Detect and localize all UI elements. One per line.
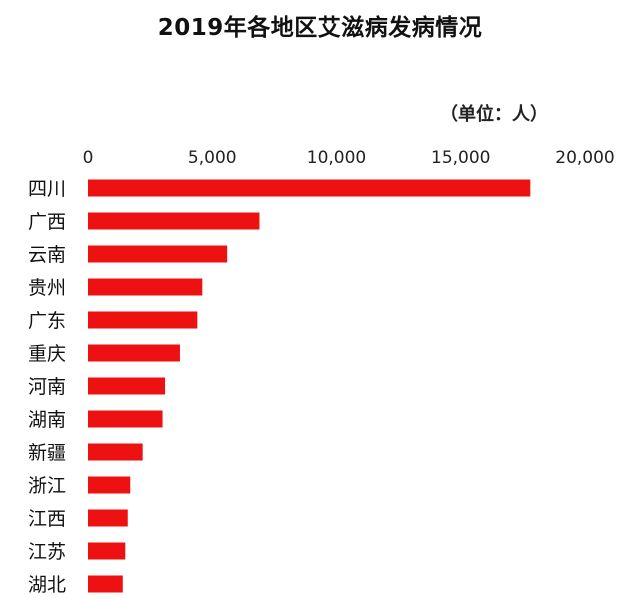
- bar-9: [88, 476, 131, 494]
- bar-7: [88, 410, 163, 428]
- category-label: 广西: [28, 211, 66, 233]
- category-label: 浙江: [28, 475, 66, 497]
- bar-6: [88, 377, 166, 395]
- bar-12: [88, 575, 123, 593]
- bar-8: [88, 443, 143, 461]
- category-label: 湖南: [28, 409, 66, 431]
- bars: [88, 179, 531, 593]
- category-label: 新疆: [28, 442, 66, 464]
- x-tick-label: 10,000: [307, 148, 366, 168]
- bar-3: [88, 278, 203, 296]
- unit-label: （单位：人）: [440, 104, 548, 125]
- x-tick-label: 15,000: [431, 148, 490, 168]
- bar-11: [88, 542, 126, 560]
- category-label: 重庆: [28, 343, 66, 365]
- bar-0: [88, 179, 531, 197]
- bar-4: [88, 311, 198, 329]
- category-label: 四川: [28, 178, 66, 200]
- chart-title: 2019年各地区艾滋病发病情况: [157, 15, 483, 41]
- x-axis-ticks: 0 5,000 10,000 15,000 20,000: [83, 148, 615, 168]
- bar-1: [88, 212, 260, 230]
- category-label: 贵州: [28, 277, 66, 299]
- category-label: 湖北: [28, 574, 66, 596]
- bar-2: [88, 245, 228, 263]
- category-label: 河南: [28, 376, 66, 398]
- category-label: 广东: [28, 310, 66, 332]
- x-tick-label: 5,000: [188, 148, 237, 168]
- x-tick-label: 0: [83, 148, 94, 168]
- x-tick-label: 20,000: [555, 148, 614, 168]
- category-label: 江西: [28, 508, 66, 530]
- category-label: 云南: [28, 244, 66, 266]
- bar-5: [88, 344, 180, 362]
- category-label: 江苏: [28, 541, 66, 563]
- bar-10: [88, 509, 128, 527]
